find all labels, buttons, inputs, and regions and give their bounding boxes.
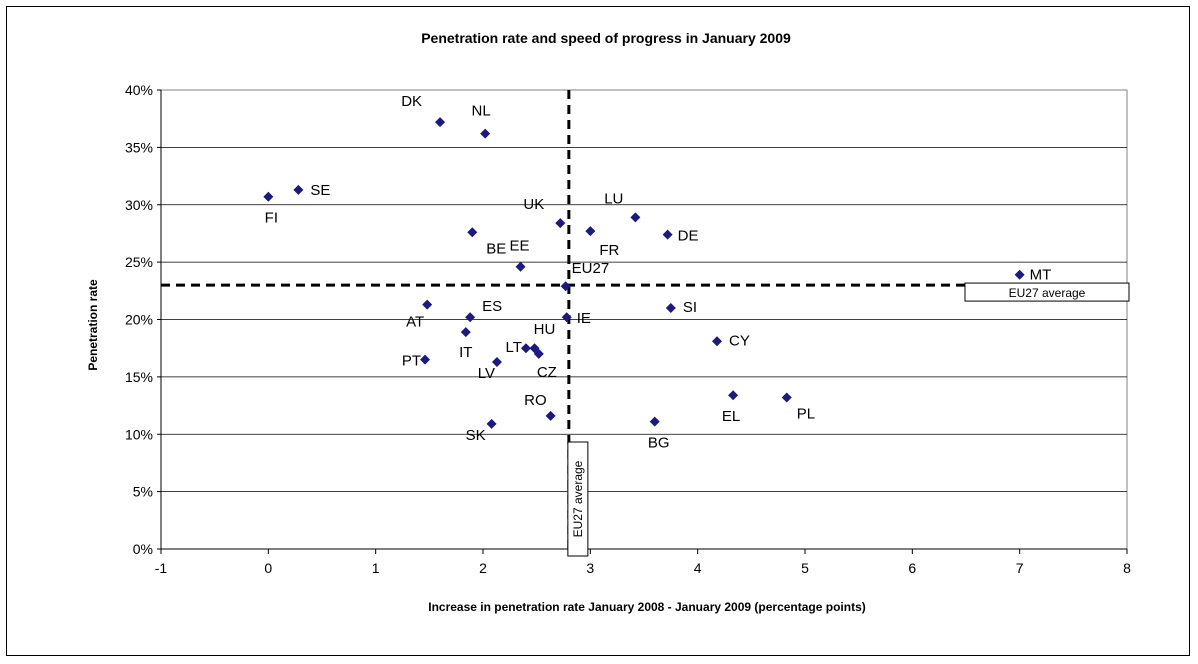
point-label-uk: UK <box>523 196 544 213</box>
point-marker-sk <box>486 418 497 429</box>
point-label-de: DE <box>678 228 699 245</box>
point-label-cz: CZ <box>537 364 557 381</box>
x-tick-label: 8 <box>1123 560 1131 576</box>
x-tick-label: 1 <box>372 560 380 576</box>
point-marker-hu <box>529 343 540 354</box>
x-tick-label: 2 <box>479 560 487 576</box>
point-marker-it <box>460 327 471 338</box>
gridlines <box>160 89 1128 550</box>
y-tick-label: 25% <box>125 254 153 270</box>
point-marker-fr <box>585 226 596 237</box>
point-marker-si <box>665 303 676 314</box>
x-tick-label: 3 <box>586 560 594 576</box>
point-label-cy: CY <box>729 332 750 349</box>
point-marker-lu <box>630 212 641 223</box>
point-marker-mt <box>1014 269 1025 280</box>
point-marker-de <box>662 229 673 240</box>
y-tick-label: 35% <box>125 139 153 155</box>
reference-lines: EU27 average EU27 average <box>161 90 1130 557</box>
y-tick-label: 20% <box>125 312 153 328</box>
x-axis-title: Increase in penetration rate January 200… <box>428 600 866 614</box>
scatter-chart: Penetration rate and speed of progress i… <box>86 30 1131 614</box>
point-marker-dk <box>435 117 446 128</box>
eu27-average-horizontal-box <box>964 282 1130 302</box>
eu27-average-vertical-box <box>567 441 589 557</box>
point-marker-nl <box>480 128 491 139</box>
point-marker-se <box>293 184 304 195</box>
point-label-bg: BG <box>648 435 670 452</box>
chart-title: Penetration rate and speed of progress i… <box>421 30 791 46</box>
point-label-lv: LV <box>478 365 495 382</box>
y-tick-label: 10% <box>125 426 153 442</box>
x-tick-label: 7 <box>1016 560 1024 576</box>
x-tick-label: 0 <box>264 560 272 576</box>
point-marker-lt <box>520 343 531 354</box>
point-label-ro: RO <box>524 392 547 409</box>
point-label-si: SI <box>683 299 697 316</box>
point-label-ee: EE <box>510 238 530 255</box>
point-marker-fi <box>263 191 274 202</box>
point-marker-at <box>422 299 433 310</box>
point-marker-bg <box>649 416 660 427</box>
point-label-fr: FR <box>599 242 619 259</box>
point-marker-ie <box>561 312 572 323</box>
point-marker-es <box>465 312 476 323</box>
point-marker-cy <box>711 336 722 347</box>
y-tick-label: 5% <box>133 484 153 500</box>
point-marker-pt <box>420 354 431 365</box>
point-label-at: AT <box>406 314 424 331</box>
y-tick-label: 30% <box>125 197 153 213</box>
point-label-lu: LU <box>604 190 623 207</box>
point-label-pt: PT <box>402 353 421 370</box>
point-marker-cz <box>533 348 544 359</box>
y-tick-label: 15% <box>125 369 153 385</box>
point-label-nl: NL <box>472 103 491 120</box>
point-label-fi: FI <box>265 210 278 227</box>
y-tick-label: 0% <box>133 541 153 557</box>
point-label-pl: PL <box>797 406 815 423</box>
chart-frame: Penetration rate and speed of progress i… <box>6 6 1190 656</box>
x-tick-label: 5 <box>801 560 809 576</box>
point-label-dk: DK <box>401 93 422 110</box>
y-axis-title: Penetration rate <box>86 279 100 371</box>
axes: 0% 5% 10% 15% 20% 25% 30% 35% 40% -1 0 1 2 3 4 5 6 7 8 <box>125 82 1131 576</box>
point-label-eu27: EU27 <box>572 260 610 277</box>
point-marker-uk <box>555 218 566 229</box>
x-tick-label: 6 <box>908 560 916 576</box>
point-label-it: IT <box>459 344 472 361</box>
point-marker-ee <box>515 261 526 272</box>
point-label-mt: MT <box>1030 267 1052 284</box>
x-tick-label: 4 <box>694 560 702 576</box>
point-marker-pl <box>781 392 792 403</box>
point-label-be: BE <box>486 240 506 257</box>
data-points: DK NL FI SE UK LU FR DE BE EE EU27 MT AT ES IE SI IT HU LT… <box>263 93 1052 452</box>
point-label-el: EL <box>722 408 740 425</box>
point-marker-lv <box>491 356 502 367</box>
y-tick-label: 40% <box>125 82 153 98</box>
point-label-se: SE <box>310 182 330 199</box>
eu27-average-horizontal-label: EU27 average <box>1009 286 1086 300</box>
point-marker-el <box>728 390 739 401</box>
point-label-lt: LT <box>506 339 522 356</box>
point-label-sk: SK <box>466 427 486 444</box>
x-tick-label: -1 <box>155 560 168 576</box>
point-label-es: ES <box>482 298 502 315</box>
point-marker-be <box>467 227 478 238</box>
point-label-ie: IE <box>577 310 591 327</box>
eu27-average-vertical-label: EU27 average <box>571 460 585 537</box>
point-marker-eu27 <box>560 281 571 292</box>
point-label-hu: HU <box>534 321 556 338</box>
point-marker-ro <box>545 410 556 421</box>
